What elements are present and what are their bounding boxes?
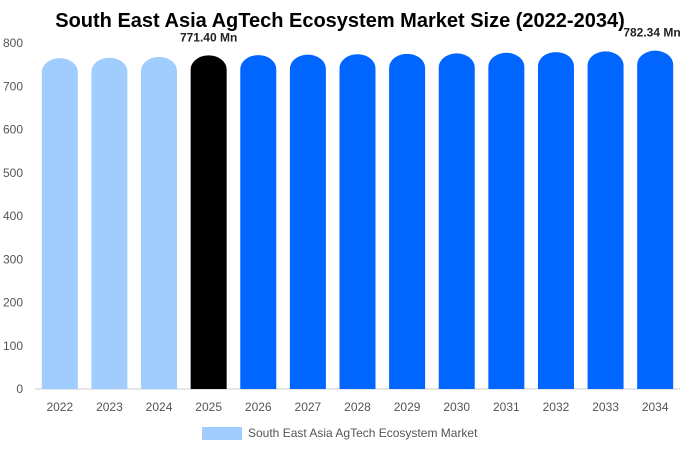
data-label-2034: 782.34 Mn	[623, 26, 680, 40]
bar-2033	[587, 51, 624, 389]
bar-2031	[488, 52, 525, 389]
x-tick-label: 2029	[394, 400, 421, 414]
bar-2034	[637, 50, 674, 390]
x-tick-label: 2030	[443, 400, 470, 414]
x-tick-label: 2034	[642, 400, 669, 414]
y-axis-ticks: 0 100 200 300 400 500 600 700 800	[3, 36, 23, 396]
bar-2025	[190, 55, 227, 389]
bar-2028	[339, 54, 376, 390]
y-tick-label: 300	[3, 252, 23, 266]
x-tick-label: 2022	[46, 400, 73, 414]
legend-swatch	[202, 427, 242, 440]
bar-2024	[141, 56, 178, 389]
y-tick-label: 400	[3, 209, 23, 223]
legend-label: South East Asia AgTech Ecosystem Market	[248, 426, 478, 440]
chart-title: South East Asia AgTech Ecosystem Market …	[55, 10, 624, 32]
legend: South East Asia AgTech Ecosystem Market	[202, 426, 478, 440]
y-tick-label: 100	[3, 339, 23, 353]
bar-2022	[41, 58, 78, 389]
x-tick-label: 2025	[195, 400, 222, 414]
x-tick-label: 2032	[543, 400, 570, 414]
y-tick-label: 200	[3, 296, 23, 310]
bar-2027	[289, 54, 326, 390]
x-tick-label: 2024	[146, 400, 173, 414]
y-tick-label: 0	[16, 382, 23, 396]
data-labels-group: 771.40 Mn 782.34 Mn	[180, 26, 680, 45]
y-tick-label: 600	[3, 123, 23, 137]
bar-2030	[438, 53, 475, 389]
bar-2023	[91, 57, 128, 389]
y-tick-label: 800	[3, 36, 23, 50]
x-tick-label: 2026	[245, 400, 272, 414]
x-axis-ticks: 2022 2023 2024 2025 2026 2027 2028 2029 2030 2031…	[46, 400, 668, 414]
x-tick-label: 2023	[96, 400, 123, 414]
y-tick-label: 700	[3, 79, 23, 93]
bar-2032	[537, 52, 574, 390]
x-tick-label: 2027	[295, 400, 322, 414]
data-label-2025: 771.40 Mn	[180, 30, 237, 44]
bar-2026	[240, 55, 277, 389]
bar-2029	[389, 53, 426, 389]
x-tick-label: 2033	[592, 400, 619, 414]
y-tick-label: 500	[3, 166, 23, 180]
bars-group	[41, 50, 674, 390]
x-tick-label: 2028	[344, 400, 371, 414]
x-tick-label: 2031	[493, 400, 520, 414]
